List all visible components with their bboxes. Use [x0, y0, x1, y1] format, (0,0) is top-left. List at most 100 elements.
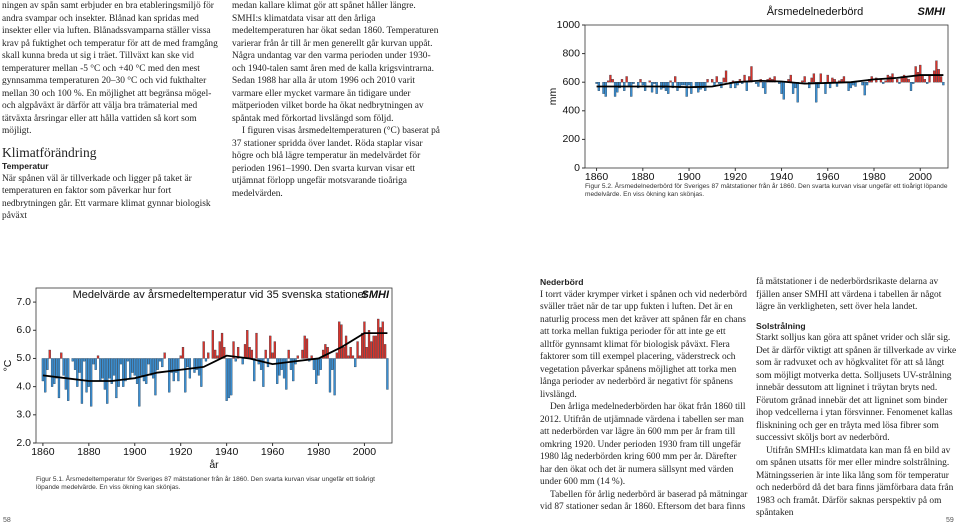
bar: [831, 77, 834, 83]
bar: [801, 80, 804, 83]
bar: [722, 77, 725, 83]
text-column: Nederbörd I torrt väder krymper virket i…: [540, 276, 750, 514]
plot-frame: [35, 287, 393, 444]
bar: [200, 358, 203, 387]
bar: [685, 82, 688, 97]
bar: [912, 82, 915, 84]
trend-line: [42, 332, 388, 382]
bar: [905, 77, 908, 83]
bar: [347, 355, 350, 359]
bar: [354, 358, 357, 368]
paragraph: I torrt väder krymper virket i spånen oc…: [540, 289, 747, 400]
bar: [110, 358, 113, 384]
bar: [620, 79, 624, 83]
bar: [287, 349, 290, 359]
bar: [163, 352, 166, 359]
bar: [259, 358, 263, 370]
bar: [655, 82, 658, 94]
bar: [117, 358, 120, 387]
bar: [220, 332, 224, 359]
bar: [367, 330, 371, 359]
y-tick-label: 600: [562, 76, 580, 88]
bar: [119, 358, 123, 365]
bar: [780, 82, 783, 94]
bar: [225, 358, 228, 401]
bar: [669, 80, 672, 83]
x-axis-label: år: [209, 459, 219, 471]
bar: [611, 79, 614, 83]
bar: [630, 82, 633, 97]
bar: [379, 327, 382, 359]
bar: [889, 76, 892, 83]
page-number: 59: [946, 517, 954, 524]
bar: [812, 73, 816, 83]
precipitation-chart: 0 200 400 600 800 1000 1860 1880 1900 1920 1940 196…: [547, 5, 949, 182]
y-tick-label: 800: [562, 47, 580, 59]
paragraph: Tabellen för årlig nederbörd är baserad …: [540, 489, 748, 513]
bar: [227, 358, 231, 399]
bar: [62, 358, 65, 376]
bar: [773, 76, 776, 83]
bar: [255, 332, 258, 359]
paragraph: När spånen väl är tillverkade och ligger…: [2, 173, 211, 222]
bar: [662, 82, 665, 89]
bar: [230, 358, 233, 396]
bar: [129, 358, 132, 379]
bar: [211, 330, 214, 359]
bar: [854, 82, 857, 87]
bar: [819, 73, 822, 83]
bar: [324, 344, 327, 359]
bar: [356, 341, 359, 359]
logo: SMHI: [918, 6, 946, 18]
figure-caption: Figur 5.1. Årsmedeltemperatur för Sverig…: [36, 476, 376, 492]
bar: [782, 82, 785, 100]
bar: [248, 347, 251, 359]
bar: [161, 358, 164, 368]
bar: [73, 358, 77, 370]
y-tick-label: 3.0: [16, 409, 31, 421]
bar: [338, 321, 341, 359]
bar: [842, 76, 846, 83]
bar: [133, 358, 136, 376]
bar: [103, 358, 107, 390]
bar: [195, 358, 198, 370]
bar: [96, 355, 100, 359]
bar: [319, 358, 322, 370]
bar: [674, 76, 677, 83]
bar: [902, 74, 906, 83]
bar: [351, 355, 355, 359]
bar: [271, 352, 274, 359]
bar: [186, 358, 189, 368]
bar: [791, 82, 795, 94]
bar: [609, 74, 612, 83]
bar: [207, 352, 210, 359]
paragraph: Starkt solljus kan göra att spånet vride…: [756, 333, 957, 443]
bar: [810, 77, 813, 83]
bar: [884, 80, 887, 83]
x-tick-label: 1960: [261, 446, 285, 458]
text-column: medan kallare klimat gör att spånet håll…: [232, 0, 444, 200]
bar: [377, 318, 380, 359]
plot-frame: [584, 24, 949, 169]
bar: [815, 82, 818, 103]
bar: [253, 358, 256, 382]
bar: [861, 82, 864, 86]
bar: [613, 82, 617, 97]
bar: [64, 358, 67, 390]
y-tick-label: 5.0: [16, 352, 31, 364]
x-tick-label: 1920: [169, 446, 193, 458]
bar: [92, 358, 95, 365]
bar: [923, 79, 927, 83]
bar: [701, 82, 705, 89]
bar: [71, 358, 74, 362]
bar: [942, 82, 945, 86]
bar: [361, 332, 364, 359]
bar: [333, 358, 336, 396]
bar: [101, 358, 104, 379]
logo: SMHI: [362, 289, 390, 301]
bar: [358, 355, 361, 359]
bar: [46, 358, 49, 370]
x-tick-label: 1960: [816, 171, 840, 182]
bar: [278, 358, 281, 376]
